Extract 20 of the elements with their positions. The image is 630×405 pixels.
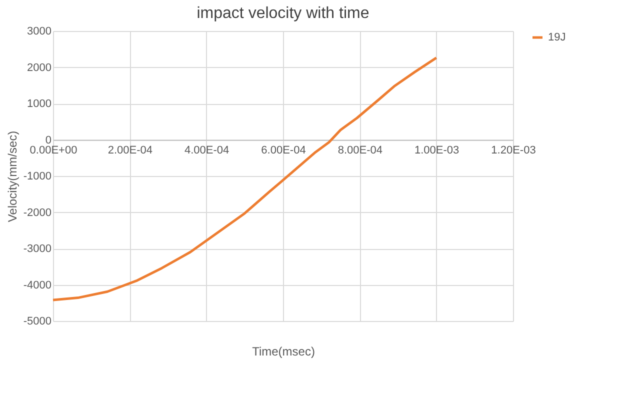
y-tick-label: -2000 [23, 206, 52, 219]
x-axis-title: Time(msec) [252, 344, 315, 358]
x-tick-label: 2.00E-04 [108, 144, 152, 156]
y-tick-label: -4000 [23, 279, 52, 292]
y-tick-label: -3000 [23, 243, 52, 255]
y-tick-label: 2000 [27, 62, 52, 74]
x-tick-label: 6.00E-04 [261, 144, 306, 156]
y-axis-title: Velocity(mm/sec) [5, 130, 20, 222]
x-tick-label: 1.00E-03 [414, 144, 460, 156]
x-tick-label: 8.00E-04 [338, 144, 382, 156]
y-tick-label: 0 [45, 134, 52, 146]
y-tick-label: -5000 [23, 316, 52, 328]
legend-label: 19J [548, 32, 566, 44]
y-tick-label: 1000 [27, 98, 52, 110]
y-tick-label: 3000 [27, 26, 52, 38]
x-tick-label: 0.00E+00 [30, 144, 78, 156]
x-tick-label: 1.20E-03 [491, 144, 536, 156]
y-tick-label: -1000 [23, 170, 52, 182]
x-tick-label: 4.00E-04 [184, 144, 230, 156]
chart-title: impact velocity with time [196, 5, 370, 22]
